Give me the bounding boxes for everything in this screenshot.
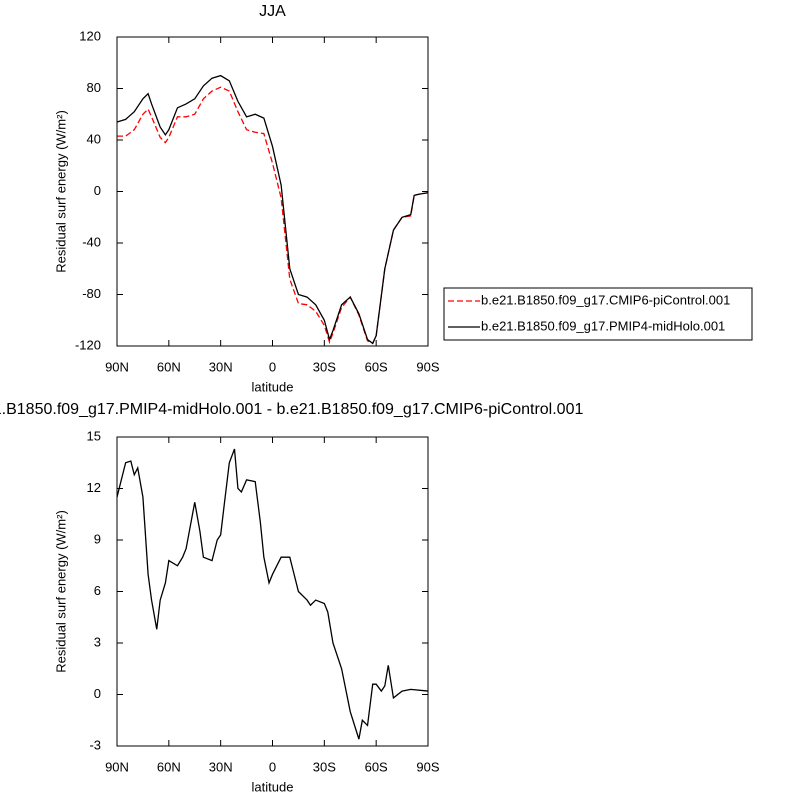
y-tick-label: 9 (94, 531, 101, 546)
data-line (116, 448, 429, 740)
x-tick-label: 30S (313, 359, 336, 374)
x-tick-label: 0 (269, 359, 276, 374)
data-line (117, 86, 429, 345)
y-tick-label: 12 (87, 480, 101, 495)
y-tick-label: 80 (87, 80, 101, 95)
x-tick-label: 90N (105, 359, 129, 374)
x-tick-label: 60N (157, 359, 181, 374)
y-tick-label: -3 (89, 737, 101, 752)
y-tick-label: -120 (75, 337, 101, 352)
y-tick-label: 0 (94, 183, 101, 198)
x-tick-label: 60N (157, 759, 181, 774)
legend-box (443, 287, 753, 341)
y-tick-label: 15 (87, 428, 101, 443)
x-tick-label: 60S (365, 759, 388, 774)
y-axis-label: Residual surf energy (W/m²) (53, 510, 68, 673)
y-tick-label: 120 (79, 28, 101, 43)
y-tick-label: 3 (94, 634, 101, 649)
data-line (116, 74, 429, 345)
plot-frame (116, 36, 429, 347)
legend-label: b.e21.B1850.f09_g17.PMIP4-midHolo.001 (481, 318, 725, 333)
plot-frame (116, 436, 429, 747)
x-tick-label: 30N (209, 759, 233, 774)
y-tick-label: 0 (94, 686, 101, 701)
x-tick-label: 90S (416, 759, 439, 774)
y-tick-label: 40 (87, 131, 101, 146)
x-axis-label: latitude (252, 379, 294, 394)
x-axis-label: latitude (252, 779, 294, 794)
x-tick-label: 90N (105, 759, 129, 774)
x-tick-label: 30S (313, 759, 336, 774)
chart-title: b.e21.B1850.f09_g17.PMIP4-midHolo.001 - … (0, 401, 583, 418)
x-tick-label: 0 (269, 759, 276, 774)
x-tick-label: 30N (209, 359, 233, 374)
legend-label: b.e21.B1850.f09_g17.CMIP6-piControl.001 (481, 292, 730, 307)
y-tick-label: -40 (82, 234, 101, 249)
y-tick-label: 6 (94, 583, 101, 598)
y-tick-label: -80 (82, 286, 101, 301)
x-tick-label: 90S (416, 359, 439, 374)
y-axis-label: Residual surf energy (W/m²) (53, 110, 68, 273)
chart-title: JJA (259, 3, 286, 20)
x-tick-label: 60S (365, 359, 388, 374)
